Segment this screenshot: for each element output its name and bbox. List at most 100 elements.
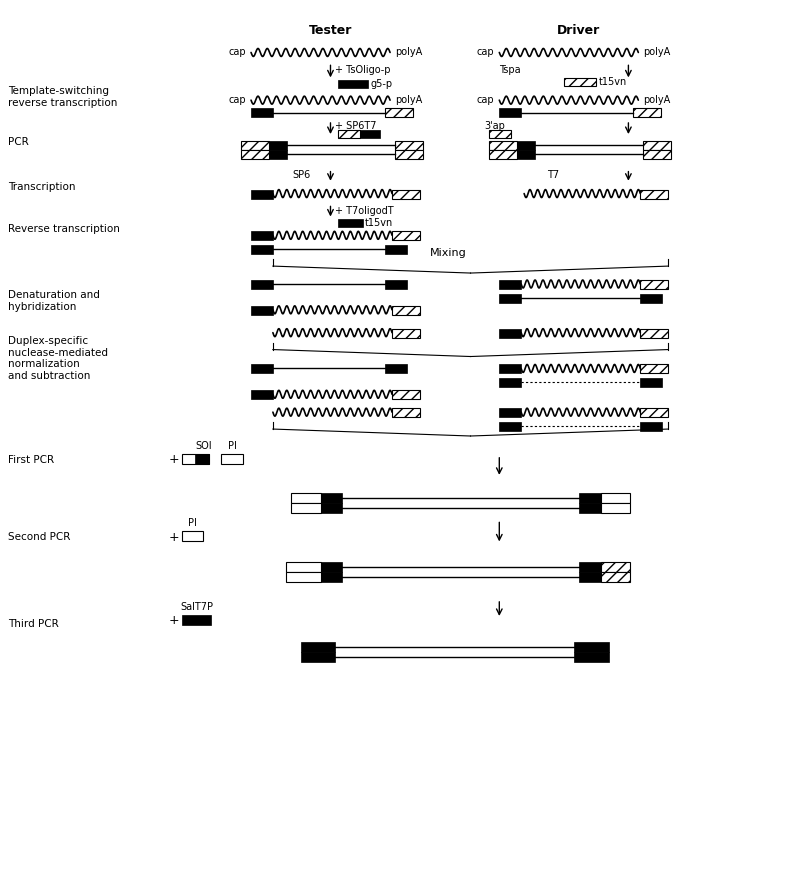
Bar	[574, 652, 609, 662]
Bar	[286, 563, 321, 572]
Bar	[640, 408, 668, 417]
Text: g5-p: g5-p	[370, 80, 392, 89]
Bar	[517, 141, 535, 150]
Text: Duplex-specific
nuclease-mediated
normalization
and subtraction: Duplex-specific nuclease-mediated normal…	[8, 336, 108, 381]
Text: Reverse transcription: Reverse transcription	[8, 224, 120, 234]
Text: Denaturation and
hybridization: Denaturation and hybridization	[8, 290, 100, 312]
Bar	[499, 408, 521, 417]
Bar	[290, 493, 321, 502]
Bar	[640, 280, 668, 289]
Bar	[321, 502, 342, 513]
Bar	[395, 150, 423, 158]
Bar	[182, 531, 203, 542]
Text: t15vn: t15vn	[366, 219, 394, 228]
Bar	[640, 294, 662, 303]
Bar	[499, 365, 521, 374]
Bar	[269, 141, 286, 150]
Bar	[392, 306, 420, 315]
Text: cap: cap	[477, 95, 494, 105]
Bar	[321, 572, 342, 582]
Text: + TsOligo-p: + TsOligo-p	[335, 66, 391, 75]
Bar	[601, 572, 630, 582]
Bar	[360, 130, 380, 138]
Bar	[251, 231, 273, 241]
Bar	[601, 563, 630, 572]
Bar	[385, 280, 407, 289]
Bar	[251, 390, 273, 399]
Bar	[640, 378, 662, 388]
Text: Template-switching
reverse transcription: Template-switching reverse transcription	[8, 87, 117, 108]
Bar	[385, 365, 407, 374]
Bar	[640, 365, 668, 374]
Bar	[499, 294, 521, 303]
Bar	[338, 220, 363, 228]
Bar	[251, 190, 273, 199]
Bar	[634, 108, 661, 117]
Bar	[241, 150, 269, 158]
Bar	[499, 329, 521, 338]
Text: t15vn: t15vn	[598, 77, 627, 88]
Bar	[392, 231, 420, 241]
Bar	[499, 422, 521, 431]
Bar	[578, 563, 601, 572]
Bar	[490, 141, 517, 150]
Bar	[301, 641, 335, 652]
Bar	[640, 190, 668, 199]
Bar	[490, 130, 511, 138]
Text: polyA: polyA	[643, 95, 670, 105]
Bar	[490, 150, 517, 158]
Bar	[499, 378, 521, 388]
Bar	[241, 141, 269, 150]
Bar	[182, 454, 210, 464]
Text: SP6: SP6	[292, 170, 310, 179]
Bar	[499, 280, 521, 289]
Text: polyA: polyA	[643, 47, 670, 58]
Bar	[578, 493, 601, 502]
Bar	[338, 130, 360, 138]
Bar	[251, 245, 273, 254]
Bar	[269, 150, 286, 158]
Bar	[251, 306, 273, 315]
Bar	[578, 572, 601, 582]
Text: cap: cap	[229, 95, 246, 105]
Bar	[251, 365, 273, 374]
Bar	[392, 390, 420, 399]
Bar	[385, 108, 413, 117]
Bar	[385, 245, 407, 254]
Bar	[338, 80, 368, 88]
Text: Tspa: Tspa	[499, 66, 521, 75]
Text: polyA: polyA	[395, 95, 422, 105]
Text: PI: PI	[188, 519, 197, 528]
Text: +: +	[168, 453, 179, 466]
Bar	[290, 502, 321, 513]
Bar	[499, 108, 521, 117]
Text: PI: PI	[228, 441, 237, 451]
Bar	[392, 408, 420, 417]
Bar	[640, 422, 662, 431]
Text: Third PCR: Third PCR	[8, 619, 58, 629]
Text: +: +	[168, 614, 179, 627]
Bar	[251, 280, 273, 289]
Text: + T7oligodT: + T7oligodT	[335, 206, 394, 216]
Bar	[578, 502, 601, 513]
Bar	[321, 563, 342, 572]
Bar	[392, 190, 420, 199]
Text: Tester: Tester	[309, 24, 352, 37]
Text: 3'ap: 3'ap	[485, 121, 506, 131]
Text: SalT7P: SalT7P	[180, 602, 213, 612]
Bar	[321, 493, 342, 502]
Bar	[643, 141, 671, 150]
Bar	[251, 108, 273, 117]
Text: cap: cap	[477, 47, 494, 58]
Bar	[643, 150, 671, 158]
Text: First PCR: First PCR	[8, 455, 54, 465]
Bar	[182, 615, 211, 625]
Text: cap: cap	[229, 47, 246, 58]
Bar	[195, 454, 210, 464]
Text: Driver: Driver	[557, 24, 600, 37]
Text: + SP6T7: + SP6T7	[335, 121, 377, 131]
Bar	[640, 329, 668, 338]
Text: polyA: polyA	[395, 47, 422, 58]
Bar	[574, 641, 609, 652]
Text: T7: T7	[546, 170, 559, 179]
